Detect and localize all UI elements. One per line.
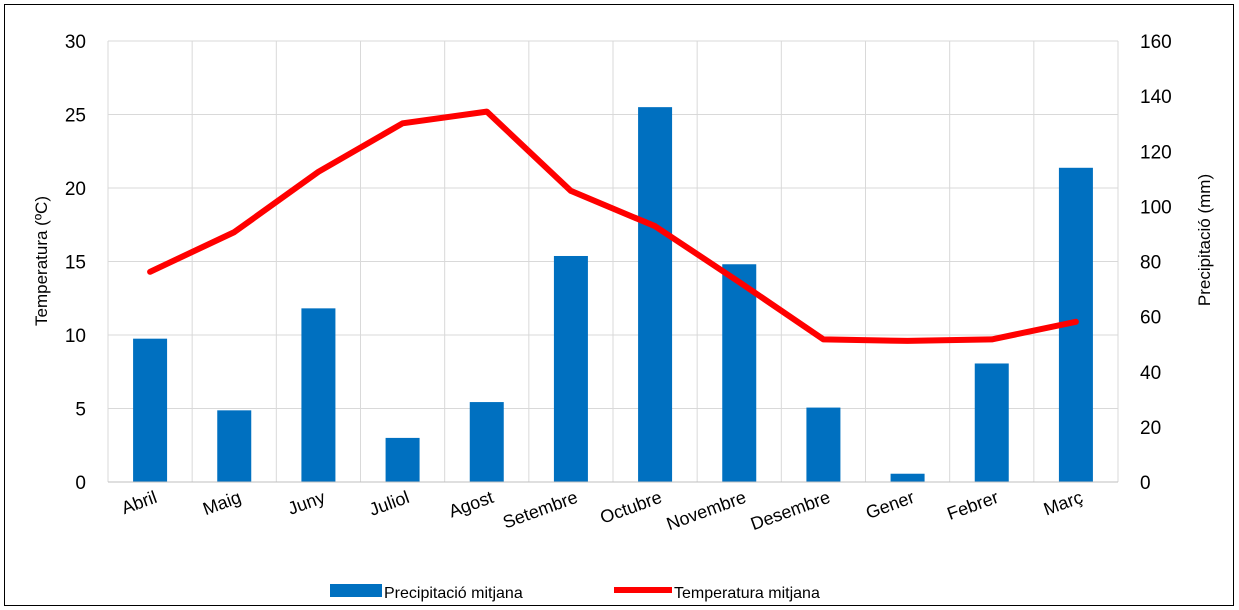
legend: Precipitació mitjana Temperatura mitjana <box>330 584 820 602</box>
legend-label-precipitation: Precipitació mitjana <box>384 585 523 602</box>
category-label: Agost <box>446 487 496 522</box>
category-label: Setembre <box>500 487 580 532</box>
category-label: Juny <box>285 487 328 519</box>
right-tick-label: 40 <box>1140 363 1161 384</box>
right-tick-label: 100 <box>1140 197 1172 218</box>
right-tick-label: 160 <box>1140 32 1172 53</box>
bar-octubre <box>638 107 673 483</box>
category-label: Març <box>1041 487 1085 519</box>
right-axis-ticks: 0 20 40 60 80 100 120 140 160 <box>1140 32 1172 494</box>
bar-juliol <box>385 437 420 482</box>
bar-agost <box>469 402 504 482</box>
temperature-point <box>402 122 404 124</box>
temperature-point <box>991 338 993 340</box>
temperature-polyline <box>147 108 1079 344</box>
bar-maig <box>217 410 252 482</box>
bar-gener <box>890 473 925 482</box>
category-label: Octubre <box>597 487 664 528</box>
chart-frame <box>4 4 1234 606</box>
right-tick-label: 120 <box>1140 142 1172 163</box>
gridlines <box>107 40 1119 482</box>
bar-setembre <box>553 255 588 482</box>
left-tick-label: 20 <box>65 179 86 200</box>
category-label: Maig <box>200 487 244 519</box>
right-tick-label: 80 <box>1140 253 1161 274</box>
category-label: Abril <box>119 487 160 518</box>
temperature-point <box>149 271 151 273</box>
left-tick-label: 0 <box>75 473 86 494</box>
category-label: Gener <box>863 487 917 523</box>
legend-swatch-precipitation <box>330 584 382 597</box>
category-labels: Abril Maig Juny Juliol Agost Setembre Octubre N… <box>119 487 1086 534</box>
category-label: Juliol <box>367 487 412 520</box>
temperature-point <box>738 281 740 283</box>
bar-abril <box>133 338 168 482</box>
right-tick-label: 60 <box>1140 308 1161 329</box>
left-tick-label: 5 <box>75 400 86 421</box>
right-tick-label: 140 <box>1140 87 1172 108</box>
left-tick-label: 10 <box>65 326 86 347</box>
left-tick-label: 25 <box>65 106 86 127</box>
category-label: Febrer <box>944 487 1001 524</box>
temperature-point <box>486 111 488 113</box>
bar-juny <box>301 308 336 482</box>
bars <box>133 107 1093 483</box>
category-label: Novembre <box>664 487 749 534</box>
temperature-point <box>907 340 909 342</box>
temperature-point <box>233 231 235 233</box>
left-axis-ticks: 0 5 10 15 20 25 30 <box>65 32 86 494</box>
category-label: Desembre <box>748 487 833 534</box>
bar-novembre <box>722 264 757 482</box>
right-axis-title: Precipitació (mm) <box>1195 174 1214 306</box>
temperature-line <box>147 108 1079 344</box>
temperature-point <box>654 225 656 227</box>
left-tick-label: 15 <box>65 253 86 274</box>
bar-febrer <box>974 363 1009 482</box>
bar-desembre <box>806 407 841 482</box>
temperature-point <box>317 171 319 173</box>
temperature-point <box>822 338 824 340</box>
temperature-point <box>570 190 572 192</box>
left-axis-title: Temperatura (ºC) <box>32 196 51 326</box>
legend-label-temperature: Temperatura mitjana <box>674 585 820 602</box>
temperature-point <box>1075 321 1077 323</box>
right-tick-label: 20 <box>1140 418 1161 439</box>
right-tick-label: 0 <box>1140 473 1151 494</box>
left-tick-label: 30 <box>65 32 86 53</box>
